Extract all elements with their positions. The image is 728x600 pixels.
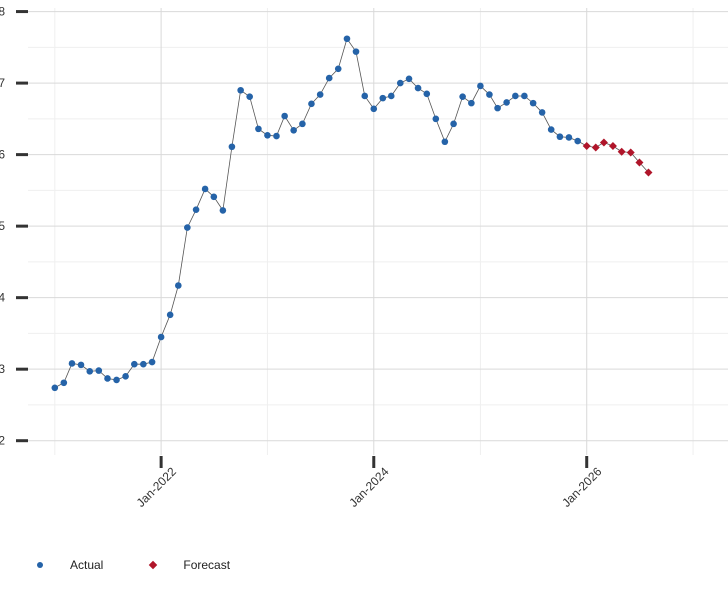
actual-point xyxy=(246,93,253,100)
actual-point xyxy=(503,99,510,106)
actual-point xyxy=(175,282,182,289)
actual-point xyxy=(432,115,440,123)
forecast-point xyxy=(582,142,591,151)
actual-point xyxy=(565,134,573,141)
actual-point xyxy=(219,207,227,214)
actual-point xyxy=(334,65,342,73)
actual-point xyxy=(468,99,475,107)
legend-marker-actual xyxy=(30,555,50,575)
actual-point xyxy=(255,125,262,133)
actual-point xyxy=(192,206,200,213)
actual-point xyxy=(140,360,147,368)
legend-label-forecast: Forecast xyxy=(183,558,231,572)
actual-point xyxy=(95,367,103,374)
actual-point xyxy=(308,100,315,108)
actual-point xyxy=(210,193,218,201)
minor-gridlines xyxy=(28,8,728,455)
actual-point xyxy=(316,91,324,98)
forecast-point xyxy=(617,147,626,156)
actual-point xyxy=(556,133,564,141)
xtick-label: Jan-2026 xyxy=(559,464,605,510)
actual-point xyxy=(512,92,519,100)
actual-point xyxy=(521,92,528,100)
actual-point xyxy=(201,185,209,193)
actual-point xyxy=(273,132,280,140)
actual-point xyxy=(113,376,120,384)
actual-point xyxy=(396,79,404,87)
ytick-label: 6 xyxy=(0,148,5,162)
actual-point xyxy=(281,112,288,120)
actual-point xyxy=(343,35,351,43)
series-line xyxy=(54,37,649,389)
actual-point xyxy=(131,360,138,368)
actual-point xyxy=(86,368,94,375)
legend-marker-forecast xyxy=(143,555,163,575)
axis-ticks: 2 3 4 5 6 7 8 Jan-2022 Jan-2024 Jan-2026 xyxy=(0,5,605,510)
xtick-label: Jan-2024 xyxy=(346,464,392,510)
forecast-point xyxy=(626,148,635,157)
actual-point xyxy=(122,373,129,380)
actual-point xyxy=(379,94,387,102)
actual-point xyxy=(441,138,449,146)
ytick-label: 7 xyxy=(0,76,5,90)
actual-point xyxy=(405,75,413,83)
actual-point xyxy=(574,137,581,145)
actual-point xyxy=(60,379,68,387)
actual-point xyxy=(228,143,236,151)
actual-point xyxy=(325,74,333,82)
actual-point xyxy=(486,91,493,98)
actual-point xyxy=(352,48,360,55)
ytick-label: 8 xyxy=(0,5,5,19)
actual-point xyxy=(414,84,422,92)
legend: Actual Forecast xyxy=(30,555,270,575)
major-gridlines xyxy=(28,8,728,455)
actual-point xyxy=(68,360,76,367)
actual-point xyxy=(157,333,165,341)
forecast-point xyxy=(591,143,600,152)
legend-item-forecast[interactable]: Forecast xyxy=(143,555,230,575)
actual-point xyxy=(547,126,555,133)
actual-point xyxy=(361,92,369,100)
actual-point xyxy=(51,384,59,392)
actual-point xyxy=(166,311,174,319)
actual-point xyxy=(538,109,546,116)
line-chart: 2 3 4 5 6 7 8 Jan-2022 Jan-2024 Jan-2026 xyxy=(0,5,728,510)
ytick-label: 3 xyxy=(0,362,5,376)
ytick-label: 2 xyxy=(0,434,5,448)
xtick-label: Jan-2022 xyxy=(134,464,180,510)
actual-point xyxy=(77,361,85,369)
actual-point xyxy=(299,120,306,128)
actual-point xyxy=(387,92,395,100)
actual-point xyxy=(477,82,484,90)
actual-point xyxy=(459,93,466,100)
forecast-point xyxy=(635,158,644,167)
series-lines xyxy=(54,37,649,389)
actual-point xyxy=(450,120,457,128)
legend-item-actual[interactable]: Actual xyxy=(30,555,103,575)
legend-label-actual: Actual xyxy=(70,558,104,572)
forecast-point xyxy=(644,168,653,177)
actual-point xyxy=(494,104,501,112)
actual-point xyxy=(529,99,537,107)
actual-point xyxy=(184,224,191,231)
actual-point xyxy=(104,375,111,382)
actual-point xyxy=(148,358,156,366)
actual-point xyxy=(264,132,271,139)
forecast-point xyxy=(608,142,617,151)
data-points xyxy=(51,35,653,392)
actual-point xyxy=(290,126,297,134)
ytick-label: 4 xyxy=(0,291,5,305)
actual-point xyxy=(237,86,244,94)
forecast-point xyxy=(599,138,608,147)
ytick-label: 5 xyxy=(0,219,5,233)
actual-point xyxy=(370,105,378,113)
actual-point xyxy=(423,90,431,98)
